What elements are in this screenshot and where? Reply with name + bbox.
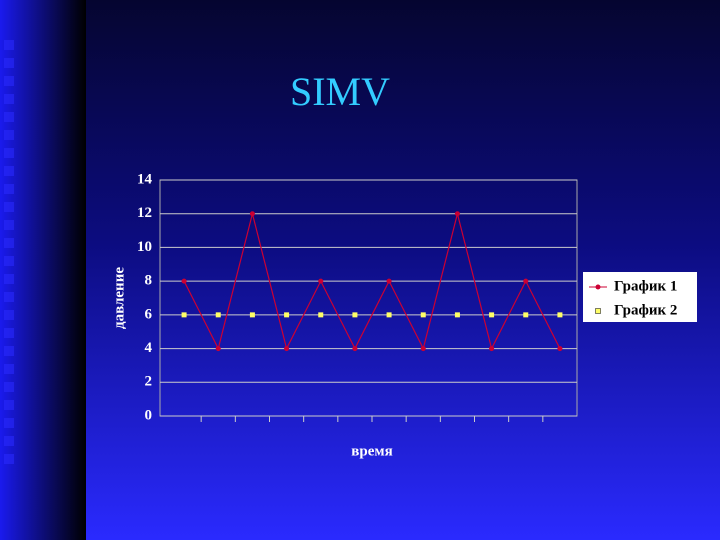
point-marker <box>489 312 495 318</box>
point-marker <box>181 312 187 318</box>
legend-marker <box>595 308 601 314</box>
y-tick-label: 4 <box>145 340 153 356</box>
legend-marker <box>595 284 601 290</box>
y-axis-label: давление <box>111 267 127 329</box>
point-marker <box>249 312 255 318</box>
point-marker <box>352 346 358 352</box>
point-marker <box>557 346 563 352</box>
legend-label: График 2 <box>614 302 677 318</box>
point-marker <box>352 312 358 318</box>
point-marker <box>318 278 324 284</box>
point-marker <box>215 346 221 352</box>
y-tick-label: 14 <box>137 171 153 187</box>
point-marker <box>386 312 392 318</box>
side-pattern <box>0 40 22 470</box>
point-marker <box>284 346 290 352</box>
series-line <box>183 213 561 351</box>
x-axis-label: время <box>351 443 392 459</box>
point-marker <box>420 312 426 318</box>
point-marker <box>523 278 529 284</box>
y-tick-label: 8 <box>145 273 153 289</box>
point-marker <box>557 312 563 318</box>
point-marker <box>489 346 495 352</box>
point-marker <box>215 312 221 318</box>
point-marker <box>318 312 324 318</box>
y-tick-label: 12 <box>137 205 152 221</box>
point-marker <box>523 312 529 318</box>
chart-layer: 0 2 4 6 8 10 12 14 График 1 График 2 <box>137 171 677 423</box>
legend-label: График 1 <box>614 278 677 294</box>
point-marker <box>420 346 426 352</box>
point-marker <box>454 211 460 217</box>
y-tick-label: 0 <box>145 407 153 423</box>
point-marker <box>386 278 392 284</box>
y-tick-label: 10 <box>137 239 152 255</box>
point-marker <box>181 278 187 284</box>
legend-box <box>583 272 697 322</box>
point-marker <box>284 312 290 318</box>
point-marker <box>249 211 255 217</box>
point-marker <box>454 312 460 318</box>
y-tick-label: 2 <box>145 374 153 390</box>
y-tick-label: 6 <box>145 306 153 322</box>
slide-title: SIMV <box>290 69 390 114</box>
